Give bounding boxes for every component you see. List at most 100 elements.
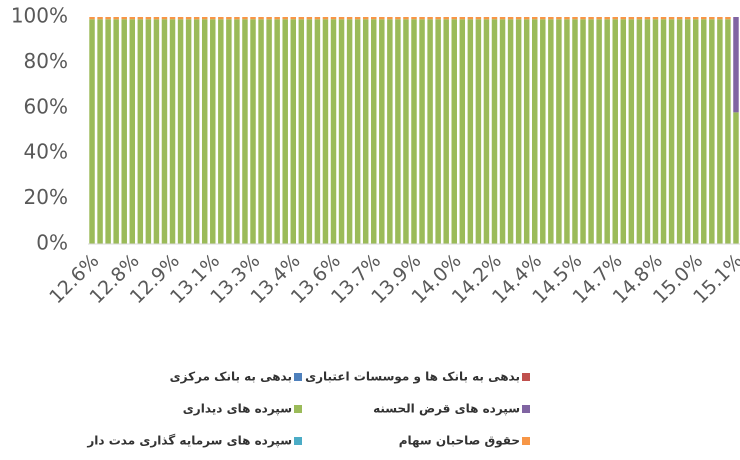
bar-segment xyxy=(153,19,160,244)
bar-segment xyxy=(89,19,95,244)
bar-segment xyxy=(210,17,216,20)
bar-segment xyxy=(725,17,731,20)
bar-segment xyxy=(379,19,385,244)
bar-segment xyxy=(169,17,176,20)
bar-segment xyxy=(660,19,667,244)
bar-segment xyxy=(684,17,691,20)
bar-segment xyxy=(387,17,393,20)
bar-segment xyxy=(572,17,578,20)
bar-segment xyxy=(548,19,554,244)
bar-segment xyxy=(105,17,111,20)
bar-segment xyxy=(451,19,457,244)
bar-segment xyxy=(556,17,562,20)
bar-segment xyxy=(354,17,361,20)
bar-segment xyxy=(362,17,369,20)
bar-segment xyxy=(451,17,457,20)
bar-segment xyxy=(314,17,321,20)
bar-segment xyxy=(169,19,176,244)
bar-segment xyxy=(362,19,369,244)
bar-segment xyxy=(218,17,224,20)
bar-segment xyxy=(556,19,562,244)
bar-segment xyxy=(499,17,506,20)
bar-segment xyxy=(499,19,506,244)
bar-segment xyxy=(709,19,715,244)
bar-segment xyxy=(411,17,417,20)
bar-segment xyxy=(201,17,208,20)
bar-segment xyxy=(612,19,618,244)
bar-segment xyxy=(491,19,498,244)
bar-segment xyxy=(709,17,715,20)
bar-segment xyxy=(395,19,401,244)
bar-segment xyxy=(523,17,530,20)
bar-segment xyxy=(427,17,433,20)
bar-segment xyxy=(652,17,659,20)
bar-segment xyxy=(250,17,256,20)
bar-segment xyxy=(467,17,474,20)
bar-segment xyxy=(717,17,723,20)
bar-segment xyxy=(218,19,224,244)
bar-segment xyxy=(185,17,192,20)
bar-segment xyxy=(290,19,296,244)
bar-segment xyxy=(371,19,377,244)
bar-segment xyxy=(379,17,385,20)
bar-segment xyxy=(435,19,441,244)
bar-segment xyxy=(129,19,136,244)
bar-segment xyxy=(354,19,361,244)
bar-segment xyxy=(193,17,200,20)
bar-segment xyxy=(201,19,208,244)
bar-segment xyxy=(491,17,498,20)
bar-segment xyxy=(692,17,699,20)
bar-segment xyxy=(282,17,288,20)
bar-segment xyxy=(274,17,280,20)
bar-segment xyxy=(266,19,272,244)
bar-segment xyxy=(153,17,160,20)
bar-segment xyxy=(250,19,256,244)
bar-segment xyxy=(620,17,627,20)
bar-segment xyxy=(185,19,192,244)
y-tick-label: 20% xyxy=(24,185,68,209)
bar-segment xyxy=(588,19,594,244)
bar-segment xyxy=(483,19,490,244)
bar-segment xyxy=(443,19,449,244)
legend-swatch xyxy=(522,437,530,445)
bar-segment xyxy=(628,17,635,20)
bar-segment xyxy=(507,19,514,244)
bar-segment xyxy=(532,19,538,244)
bar-segment xyxy=(733,112,739,244)
legend-swatch xyxy=(522,373,530,381)
bar-segment xyxy=(540,17,546,20)
bar-segment xyxy=(572,19,578,244)
bar-segment xyxy=(676,17,683,20)
y-tick-label: 80% xyxy=(24,49,68,73)
y-tick-label: 40% xyxy=(24,140,68,164)
bar-segment xyxy=(596,19,602,244)
bar-segment xyxy=(701,17,707,20)
bar-segment xyxy=(89,17,95,20)
bar-segment xyxy=(395,17,401,20)
bar-segment xyxy=(226,17,232,20)
bar-segment xyxy=(258,19,264,244)
bar-segment xyxy=(242,17,248,20)
bar-segment xyxy=(676,19,683,244)
bar-segment xyxy=(443,17,449,20)
bar-segment xyxy=(290,17,296,20)
legend-swatch xyxy=(294,373,302,381)
bar-segment xyxy=(427,19,433,244)
bar-segment xyxy=(330,17,337,20)
bar-segment xyxy=(226,19,232,244)
bar-segment xyxy=(733,17,739,113)
bar-segment xyxy=(258,17,264,20)
legend-swatch xyxy=(294,437,302,445)
bar-segment xyxy=(668,19,675,244)
bar-segment xyxy=(668,17,675,20)
bar-segment xyxy=(145,19,152,244)
bar-segment xyxy=(322,17,329,20)
bar-segment xyxy=(242,19,248,244)
bar-segment xyxy=(121,17,127,20)
bar-segment xyxy=(403,19,409,244)
bar-segment xyxy=(234,19,240,244)
legend-label: سپرده های قرض الحسنه xyxy=(373,402,520,416)
bar-segment xyxy=(515,19,522,244)
bar-segment xyxy=(282,19,288,244)
